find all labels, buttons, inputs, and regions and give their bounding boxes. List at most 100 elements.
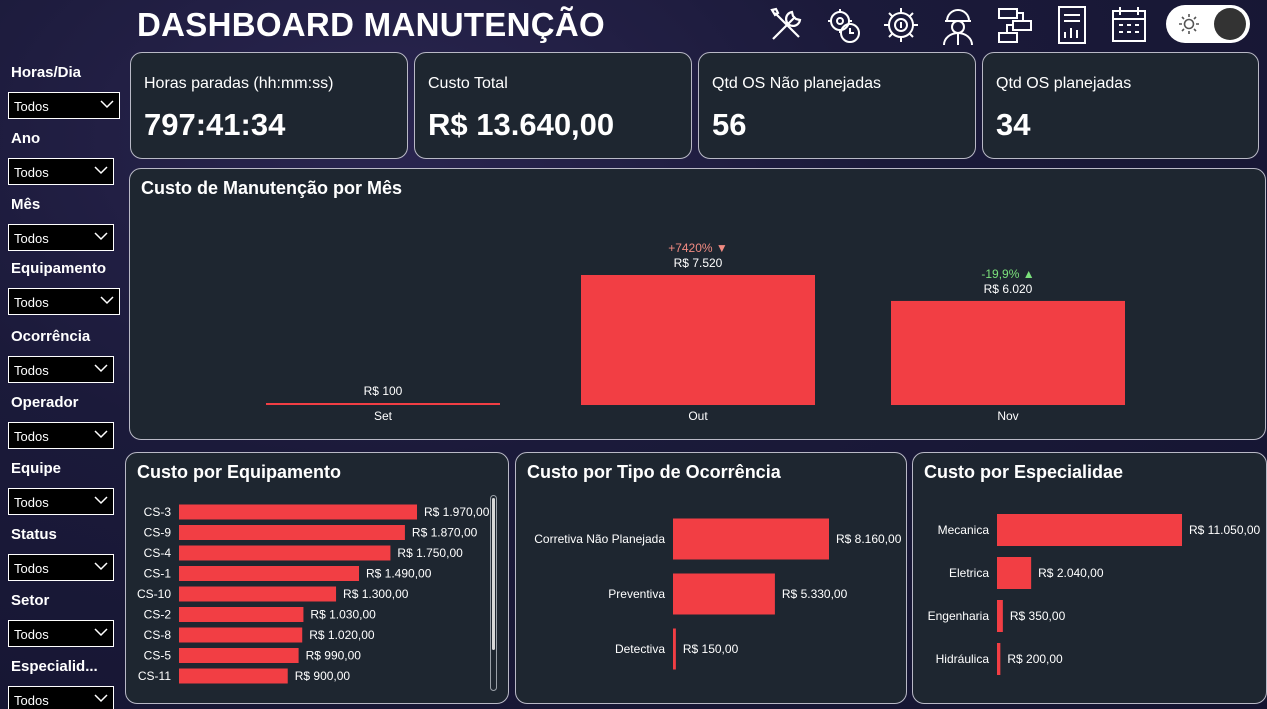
x-tick-label: Nov <box>997 409 1018 423</box>
kpi-card-os-planejadas: Qtd OS planejadas 34 <box>982 52 1259 159</box>
chevron-down-icon <box>94 232 108 241</box>
kpi-card-custo-total: Custo Total R$ 13.640,00 <box>414 52 692 159</box>
filter-select[interactable]: Todos <box>8 488 114 515</box>
filter-value: Todos <box>14 363 49 378</box>
calendar-icon[interactable] <box>1107 3 1151 47</box>
sun-icon <box>1179 14 1199 34</box>
bar <box>997 600 1003 632</box>
kpi-label: Horas paradas (hh:mm:ss) <box>144 75 334 92</box>
x-tick-label: Set <box>374 409 393 423</box>
chevron-down-icon <box>94 496 108 505</box>
filter-select[interactable]: Todos <box>8 224 114 251</box>
filter-especialidade: Especialid... Todos <box>8 658 114 709</box>
engineer-icon[interactable] <box>936 3 980 47</box>
filter-value: Todos <box>14 231 49 246</box>
chevron-down-icon <box>94 430 108 439</box>
category-label: CS-3 <box>144 505 172 519</box>
bar <box>179 504 417 520</box>
filter-label: Equipamento <box>11 260 107 277</box>
chevron-down-icon <box>100 296 114 305</box>
kpi-label: Qtd OS Não planejadas <box>712 75 881 92</box>
data-label: R$ 1.870,00 <box>412 526 478 540</box>
filter-ano: Ano Todos <box>8 130 114 185</box>
filter-value: Todos <box>14 627 49 642</box>
report-icon[interactable] <box>1050 3 1094 47</box>
filter-value: Todos <box>14 495 49 510</box>
kpi-card-os-nao-planejadas: Qtd OS Não planejadas 56 <box>698 52 976 159</box>
filter-select[interactable]: Todos <box>8 158 114 185</box>
filter-select[interactable]: Todos <box>8 356 114 383</box>
bar <box>997 514 1182 546</box>
filter-select[interactable]: Todos <box>8 288 120 315</box>
data-label: R$ 6.020 <box>984 282 1033 296</box>
filter-value: Todos <box>14 561 49 576</box>
filter-equipamento: Equipamento Todos <box>8 260 120 315</box>
category-label: Eletrica <box>949 566 989 580</box>
x-tick-label: Out <box>688 409 708 423</box>
scrollbar[interactable] <box>490 495 497 691</box>
chevron-down-icon <box>94 562 108 571</box>
chevron-down-icon <box>94 364 108 373</box>
data-label: R$ 1.970,00 <box>424 505 490 519</box>
filter-ocorrencia: Ocorrência Todos <box>8 328 114 383</box>
filter-label: Operador <box>11 394 79 411</box>
chart-title: Custo por Tipo de Ocorrência <box>527 462 781 482</box>
filter-select[interactable]: Todos <box>8 92 120 119</box>
filter-value: Todos <box>14 165 49 180</box>
occurrence-bar-chart: Corretiva Não Planejada R$ 8.160,00 Preven… <box>534 518 902 670</box>
bar <box>673 573 775 615</box>
filter-equipe: Equipe Todos <box>8 460 114 515</box>
filter-operador: Operador Todos <box>8 394 114 449</box>
bar <box>891 300 1125 405</box>
theme-toggle[interactable] <box>1166 5 1250 43</box>
filter-select[interactable]: Todos <box>8 620 114 647</box>
filter-label: Horas/Dia <box>11 64 82 81</box>
cost-gear-icon[interactable] <box>879 3 923 47</box>
category-label: CS-8 <box>144 628 172 642</box>
chevron-down-icon <box>94 628 108 637</box>
bar <box>179 627 303 643</box>
page-title: DASHBOARD MANUTENÇÃO <box>137 6 605 43</box>
filter-label: Ocorrência <box>11 328 91 345</box>
filter-select[interactable]: Todos <box>8 554 114 581</box>
maintenance-clock-icon[interactable] <box>822 3 866 47</box>
data-label: R$ 1.030,00 <box>310 608 376 622</box>
bar <box>673 518 829 560</box>
toolbar-icons <box>765 3 1151 47</box>
filter-select[interactable]: Todos <box>8 686 114 709</box>
chevron-down-icon <box>100 100 114 109</box>
data-label: R$ 1.300,00 <box>343 587 409 601</box>
category-label: Engenharia <box>928 609 990 623</box>
specialty-bar-chart: Mecanica R$ 11.050,00 Eletrica R$ 2.040,00 E… <box>928 514 1260 675</box>
category-label: Corretiva Não Planejada <box>534 532 665 546</box>
toggle-knob <box>1214 8 1246 40</box>
chart-custo-por-equipamento: Custo por Equipamento CS-3 R$ 1.970,00 CS-… <box>125 452 509 704</box>
bar <box>266 403 500 405</box>
data-label: R$ 5.330,00 <box>782 587 848 601</box>
bar <box>179 566 360 581</box>
workflow-icon[interactable] <box>993 3 1037 47</box>
chevron-down-icon <box>94 166 108 175</box>
chart-custo-por-ocorrencia: Custo por Tipo de Ocorrência Corretiva N… <box>515 452 907 704</box>
category-label: CS-4 <box>144 546 172 560</box>
category-label: Detectiva <box>615 642 665 656</box>
data-label: R$ 150,00 <box>683 642 739 656</box>
scrollbar-thumb[interactable] <box>492 498 495 650</box>
filter-select[interactable]: Todos <box>8 422 114 449</box>
chart-custo-por-mes: Custo de Manutenção por Mês R$ 100 Set R$ … <box>129 168 1266 440</box>
data-label: R$ 11.050,00 <box>1189 523 1260 537</box>
chart-title: Custo por Equipamento <box>137 462 341 482</box>
filter-value: Todos <box>14 295 49 310</box>
tools-icon[interactable] <box>765 3 809 47</box>
filter-status: Status Todos <box>8 526 114 581</box>
filter-mes: Mês Todos <box>8 196 114 251</box>
bar <box>179 607 304 622</box>
bar <box>179 525 405 540</box>
data-label: R$ 200,00 <box>1007 652 1063 666</box>
variance-label: -19,9% ▲ <box>981 267 1034 281</box>
bar <box>997 643 1001 675</box>
category-label: CS-1 <box>144 567 172 581</box>
data-label: R$ 100 <box>364 384 403 398</box>
category-label: Hidráulica <box>936 652 990 666</box>
filter-value: Todos <box>14 99 49 114</box>
